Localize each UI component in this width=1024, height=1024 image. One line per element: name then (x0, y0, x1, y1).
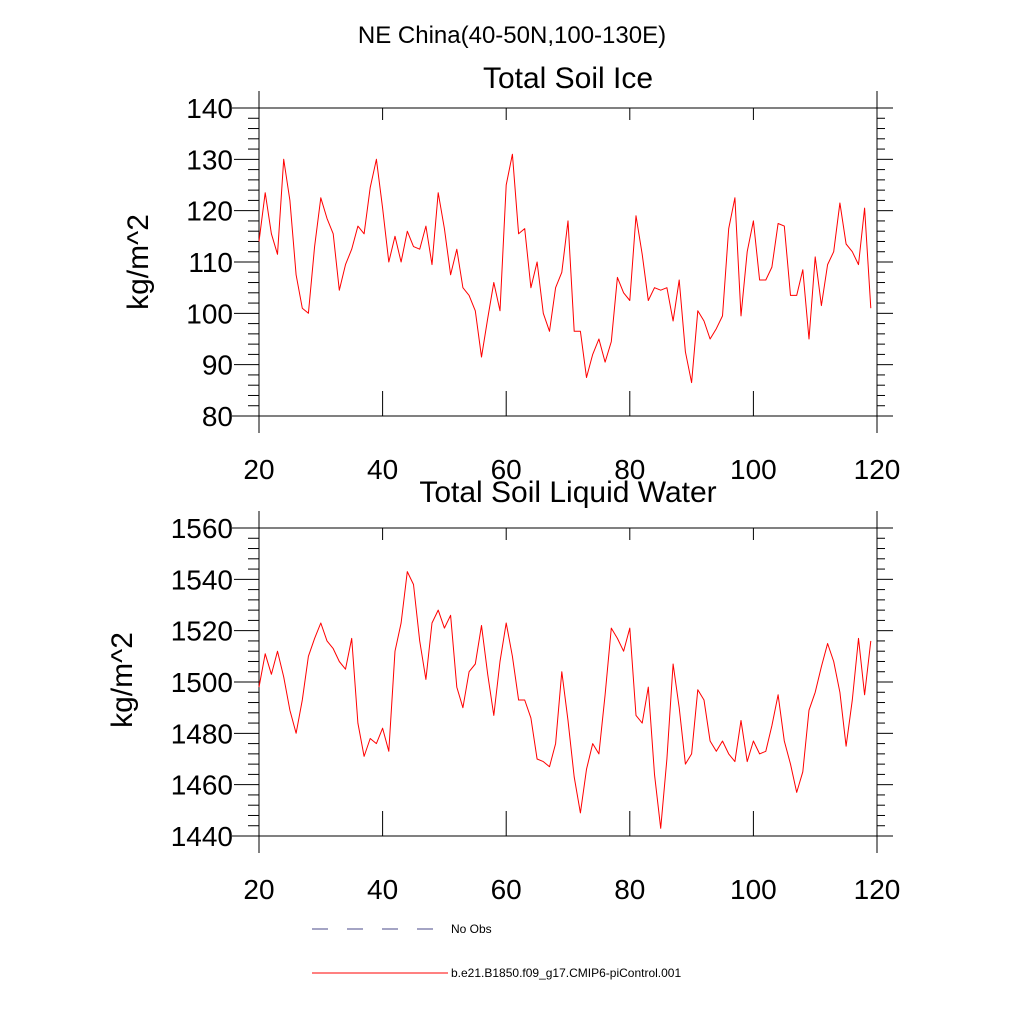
x-tick-label: 40 (367, 874, 398, 905)
panel-soil-liquid-axes: 1440 1460 1480 1500 1520 1540 1560 20 40 60 80 100 1… (106, 511, 900, 905)
y-tick-label: 1440 (171, 821, 233, 852)
figure-title: NE China(40-50N,100-130E) (358, 22, 666, 49)
panel-soil-ice-series (258, 153, 872, 384)
x-tick-label: 40 (367, 454, 398, 485)
panel-title-soil-ice: Total Soil Ice (483, 62, 653, 95)
y-tick-label: 1460 (171, 770, 233, 801)
panel-soil-ice: Total Soil Ice 80 90 100 110 120 130 140 20 40 60… (122, 62, 900, 485)
series-line (258, 153, 872, 384)
x-tick-label: 20 (243, 454, 274, 485)
x-tick-label: 80 (614, 454, 645, 485)
y-tick-label: 140 (186, 93, 233, 124)
y-tick-label: 1540 (171, 564, 233, 595)
y-tick-label: 120 (186, 196, 233, 227)
y-tick-label: 80 (202, 401, 233, 432)
x-tick-label: 20 (243, 874, 274, 905)
x-tick-label: 60 (491, 454, 522, 485)
legend-label-picontrol: b.e21.B1850.f09_g17.CMIP6-piControl.001 (451, 966, 681, 980)
x-tick-label: 60 (491, 874, 522, 905)
y-tick-label: 90 (202, 350, 233, 381)
y-tick-label: 1480 (171, 718, 233, 749)
panel-soil-ice-axes: 80 90 100 110 120 130 140 20 40 60 80 100 120 kg/m^2 (122, 91, 900, 485)
panel-soil-liquid: Total Soil Liquid Water 1440 1460 1480 1500… (106, 476, 900, 905)
y-tick-label: 1500 (171, 667, 233, 698)
y-axis-label: kg/m^2 (106, 632, 139, 728)
x-tick-label: 80 (614, 874, 645, 905)
y-tick-label: 100 (186, 298, 233, 329)
x-tick-label: 100 (730, 874, 777, 905)
panel-soil-liquid-series (258, 571, 872, 829)
series-line (258, 571, 872, 829)
y-axis-label: kg/m^2 (122, 214, 155, 310)
y-tick-label: 1560 (171, 513, 233, 544)
legend: No Obs b.e21.B1850.f09_g17.CMIP6-piContr… (312, 922, 681, 980)
x-tick-label: 100 (730, 454, 777, 485)
y-tick-label: 110 (188, 247, 233, 278)
x-tick-label: 120 (854, 874, 901, 905)
x-tick-label: 120 (854, 454, 901, 485)
y-tick-label: 130 (186, 144, 233, 175)
legend-label-no-obs: No Obs (451, 922, 492, 936)
y-tick-label: 1520 (171, 616, 233, 647)
panel-title-soil-liquid: Total Soil Liquid Water (419, 476, 716, 509)
